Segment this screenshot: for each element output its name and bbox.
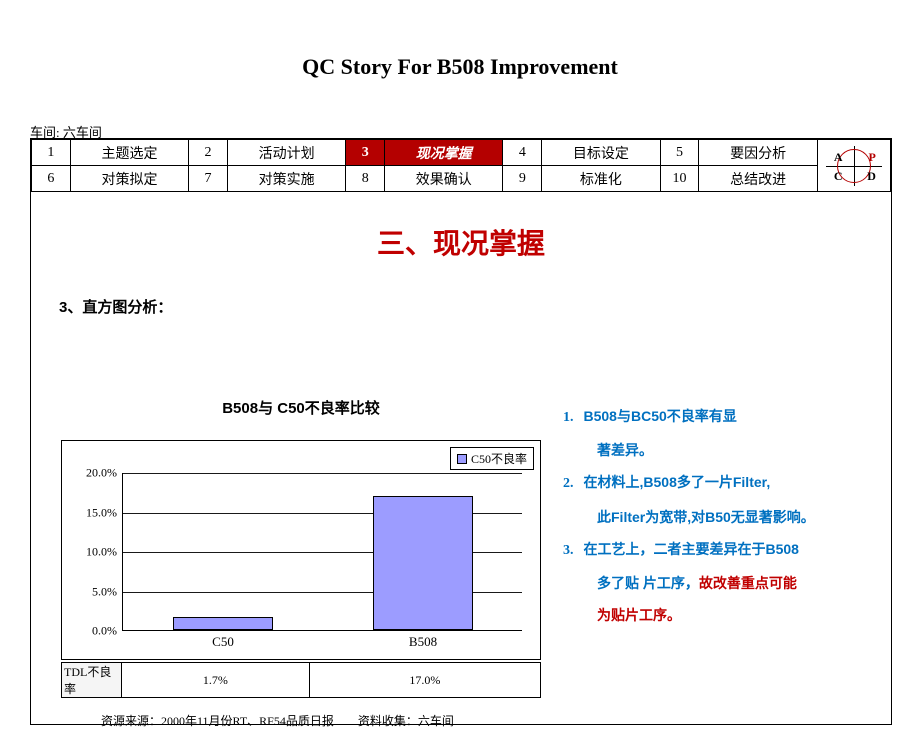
step-num: 5 [660,140,699,166]
source-right: 资料收集：六车间 [358,714,454,728]
chart-bar [373,496,473,630]
chart-title: B508与 C50不良率比较 [61,397,541,418]
note-line: 为贴片工序。 [563,599,873,631]
page-title: QC Story For B508 Improvement [0,54,920,80]
ytick-label: 5.0% [67,584,117,599]
xtick-label: C50 [173,634,273,650]
note-text: 著差异。 [597,442,653,458]
chart-block: B508与 C50不良率比较 C50不良率 0.0%5.0%10.0%15.0%… [61,397,541,729]
note-line: 1. B508与BC50不良率有显 [563,400,873,434]
step-label: 对策拟定 [70,166,188,192]
step-num: 1 [32,140,71,166]
data-row-label: TDL不良率 [62,663,122,698]
analysis-label: 3、直方图分析： [59,296,891,317]
step-label: 总结改进 [699,166,817,192]
apcd-p: P [869,150,876,165]
legend-label: C50不良率 [471,450,527,467]
step-label: 主题选定 [70,140,188,166]
note-line: 3. 在工艺上，二者主要差异在于B508 [563,533,873,567]
step-num: 9 [503,166,542,192]
step-num: 10 [660,166,699,192]
step-num: 3 [346,140,385,166]
step-label: 要因分析 [699,140,817,166]
step-label: 目标设定 [542,140,660,166]
data-cell: 1.7% [122,663,310,698]
step-label: 对策实施 [227,166,345,192]
note-line: 2. 在材料上,B508多了一片Filter, [563,466,873,500]
step-label: 活动计划 [227,140,345,166]
ytick-label: 0.0% [67,624,117,639]
step-label: 现况掌握 [385,140,503,166]
note-number: 2. [563,476,574,491]
gridline [123,473,522,474]
note-item: 3. 在工艺上，二者主要差异在于B508 多了贴 片工序，故改善重点可能为贴片工序。 [563,533,873,632]
note-line: 此Filter为宽带,对B50无显著影响。 [563,501,873,533]
content-area: 三、现况掌握 3、直方图分析： B508与 C50不良率比较 C50不良率 0.… [31,222,891,724]
apcd-a: A [834,150,843,165]
note-number: 1. [563,410,574,425]
step-label: 标准化 [542,166,660,192]
chart-legend: C50不良率 [450,447,534,470]
note-text: 在材料上,B508多了一片Filter, [584,474,771,490]
legend-swatch [457,454,467,464]
ytick-label: 10.0% [67,545,117,560]
section-title: 三、现况掌握 [31,222,891,262]
note-line: 多了贴 片工序，故改善重点可能 [563,567,873,599]
note-text: 此Filter为宽带,对B50无显著影响。 [597,509,815,525]
chart-area: C50不良率 0.0%5.0%10.0%15.0%20.0%C50B508 [61,440,541,660]
step-num: 6 [32,166,71,192]
apcd-d: D [867,169,876,184]
apcd-c: C [834,169,843,184]
data-cell: 17.0% [309,663,540,698]
note-text: 为贴片工序。 [597,607,681,623]
step-num: 4 [503,140,542,166]
note-number: 3. [563,543,574,558]
step-label: 效果确认 [385,166,503,192]
step-num: 7 [189,166,228,192]
analysis-notes: 1. B508与BC50不良率有显著差异。 2. 在材料上,B508多了一片Filte… [563,400,873,631]
source-left: 资源来源：2000年11月份RT、RF54品质日报 [101,714,334,728]
apcd-cell: A P C D [817,140,890,192]
steps-table: 1主题选定2活动计划3现况掌握4目标设定5要因分析 A P C D 6对策拟定7… [31,139,891,192]
xtick-label: B508 [373,634,473,650]
source-note: 资源来源：2000年11月份RT、RF54品质日报 资料收集：六车间 [61,712,541,729]
note-item: 1. B508与BC50不良率有显著差异。 [563,400,873,466]
ytick-label: 15.0% [67,505,117,520]
apcd-diagram: A P C D [826,146,882,186]
note-text: 多了贴 片工序， [597,575,699,591]
note-line: 著差异。 [563,434,873,466]
note-text: 在工艺上，二者主要差异在于B508 [584,541,799,557]
chart-data-table: TDL不良率1.7%17.0% [61,662,541,698]
chart-bar [173,617,273,630]
note-text: B508与BC50不良率有显 [584,408,737,424]
ytick-label: 20.0% [67,466,117,481]
chart-plot: 0.0%5.0%10.0%15.0%20.0%C50B508 [122,473,522,631]
note-item: 2. 在材料上,B508多了一片Filter, 此Filter为宽带,对B50无显著… [563,466,873,532]
step-num: 2 [189,140,228,166]
step-num: 8 [346,166,385,192]
document-frame: 1主题选定2活动计划3现况掌握4目标设定5要因分析 A P C D 6对策拟定7… [30,138,892,725]
note-text: 故改善重点可能 [699,575,797,591]
